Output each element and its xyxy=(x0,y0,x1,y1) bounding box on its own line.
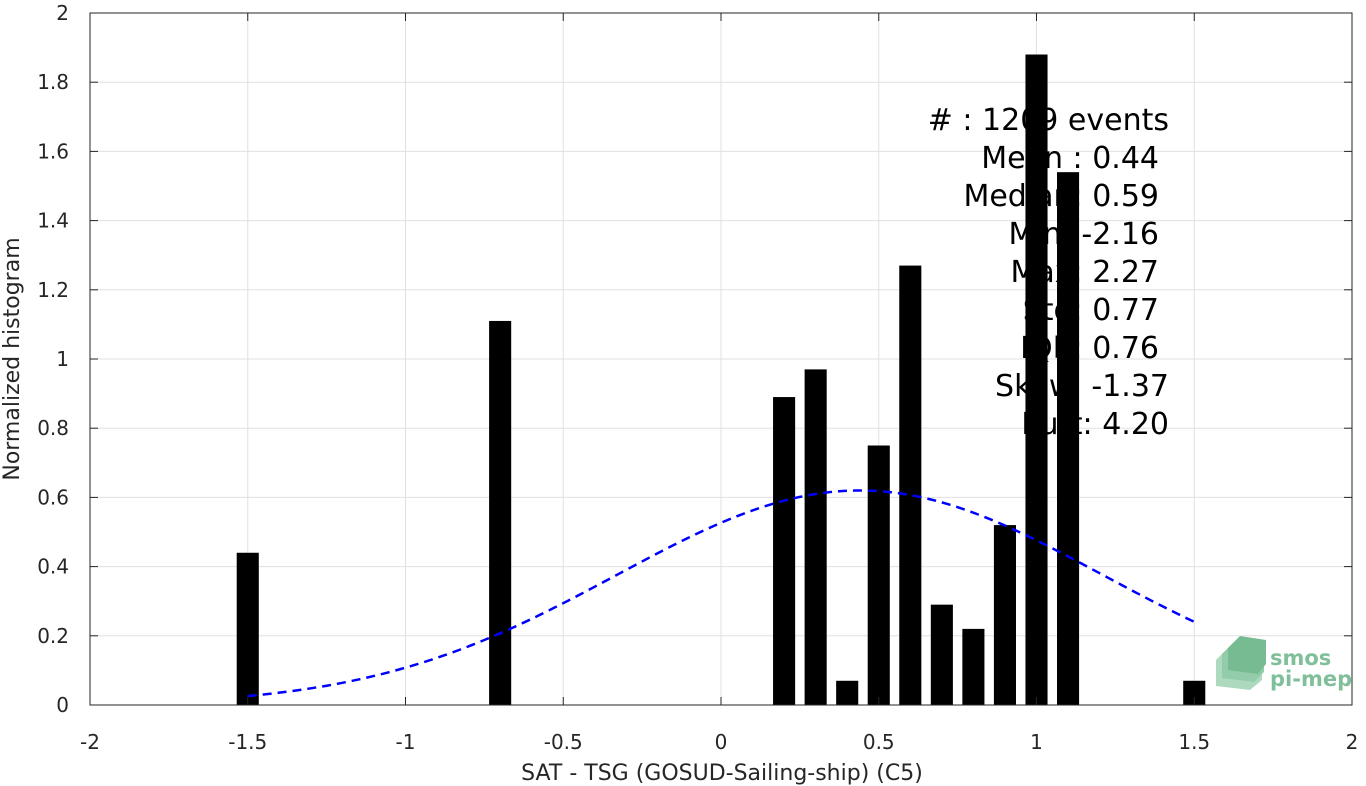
stats-kurt: Kurt: 4.20 xyxy=(1021,407,1169,442)
grid-lines xyxy=(89,12,1353,706)
y-axis-label: Normalized histogram xyxy=(0,237,25,480)
histogram-bar xyxy=(1057,172,1080,705)
histogram-bars xyxy=(236,54,1206,705)
x-tick-label: 0.5 xyxy=(863,730,895,754)
axis-ticks: -2 -1.5 -1 -0.5 0 0.5 1 1.5 2 0 0.2 0.4 0.6 0.8 1 1.2 1.… xyxy=(37,1,1358,754)
x-tick-label: -0.5 xyxy=(544,730,583,754)
x-tick-label: 1.5 xyxy=(1178,730,1210,754)
histogram-bar xyxy=(1183,680,1206,705)
histogram-bar xyxy=(993,525,1016,705)
histogram-bar xyxy=(836,680,859,705)
y-tick-label: 1.8 xyxy=(37,70,69,94)
stats-std: Std: 0.77 xyxy=(1023,293,1159,328)
y-tick-label: 1.4 xyxy=(37,209,69,233)
histogram-bar xyxy=(489,320,512,705)
histogram-bar xyxy=(962,628,985,705)
y-tick-label: 0.6 xyxy=(37,485,69,509)
logo-emblem-icon xyxy=(1216,636,1266,690)
y-tick-label: 2 xyxy=(56,1,69,25)
y-tick-label: 0.4 xyxy=(37,555,69,579)
x-tick-label: 1 xyxy=(1030,730,1043,754)
stats-min: Min: -2.16 xyxy=(1009,217,1160,252)
y-tick-label: 0.8 xyxy=(37,416,69,440)
y-tick-label: 0.2 xyxy=(37,624,69,648)
histogram-bar xyxy=(804,369,827,705)
y-tick-label: 0 xyxy=(56,693,69,717)
x-tick-label: -2 xyxy=(80,730,100,754)
y-tick-label: 1.6 xyxy=(37,139,69,163)
x-axis-label: SAT - TSG (GOSUD-Sailing-ship) (C5) xyxy=(521,761,923,786)
histogram-bar xyxy=(773,397,796,705)
y-tick-label: 1 xyxy=(56,347,69,371)
y-tick-label: 1.2 xyxy=(37,278,69,302)
stats-iqr: IQR: 0.76 xyxy=(1020,331,1159,366)
smos-pi-mep-logo: smos pi-mep xyxy=(1216,636,1352,691)
stats-median: Median: 0.59 xyxy=(963,179,1159,214)
stats-events: # : 1209 events xyxy=(928,103,1169,138)
x-tick-label: 2 xyxy=(1346,730,1359,754)
histogram-bar xyxy=(867,445,890,705)
stats-skew: Skew: -1.37 xyxy=(995,369,1169,404)
histogram-bar xyxy=(899,265,922,705)
logo-text-smos: smos xyxy=(1270,646,1331,670)
stats-max: Max: 2.27 xyxy=(1011,255,1159,290)
x-tick-label: -1.5 xyxy=(228,730,267,754)
stats-mean: Mean : 0.44 xyxy=(981,141,1159,176)
histogram-bar xyxy=(930,604,953,705)
x-tick-label: -1 xyxy=(396,730,416,754)
histogram-bar xyxy=(236,552,259,705)
logo-text-pi-mep: pi-mep xyxy=(1270,667,1352,691)
x-tick-label: 0 xyxy=(715,730,728,754)
